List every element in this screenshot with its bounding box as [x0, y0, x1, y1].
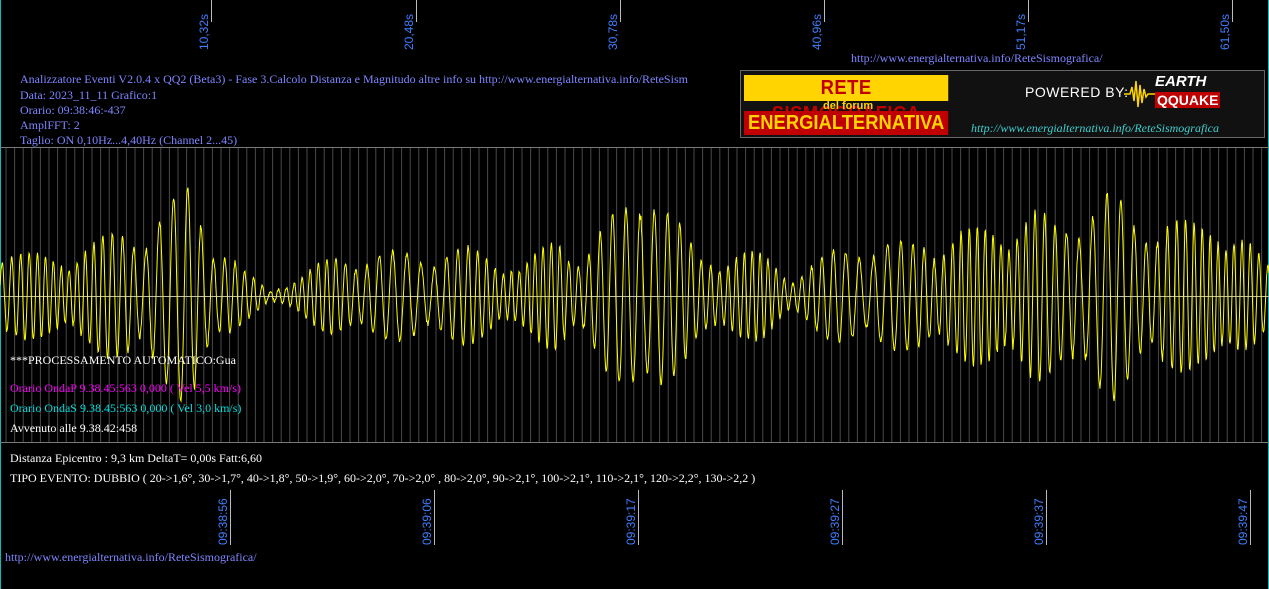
seismograph-icon [1124, 80, 1158, 108]
info-filter: Taglio: ON 0,10Hz...4,40Hz (Channel 2...… [20, 133, 238, 147]
bottom-axis-tick-label: 09:39:17 [624, 498, 638, 545]
bottom-axis-tick-label: 09:38:56 [216, 498, 230, 545]
bottom-axis [230, 490, 1251, 545]
bottom-axis-tick-label: 09:39:06 [420, 498, 434, 545]
top-axis-tick-label: 30,78s [606, 13, 620, 50]
processing-status: ***PROCESSAMENTO AUTOMATICO:Gua [10, 353, 236, 367]
logo-earth: EARTH [1155, 73, 1207, 90]
top-axis-tick-label: 61,50s [1218, 13, 1232, 50]
top-axis-tick-label: 10,32s [197, 13, 211, 50]
wave-s-time: Orario OndaS 9.38.45:563 0,000 ( Vel 3,0… [10, 401, 242, 415]
top-axis-tick-label: 20,48s [402, 13, 416, 50]
logo-url: http://www.energialternativa.info/ReteSi… [971, 121, 1219, 135]
logo-quake: QQUAKE [1155, 92, 1221, 108]
logo-name: ENERGIALTERNATIVA [744, 111, 949, 135]
seismogram-plot [0, 147, 1269, 443]
wave-p-time: Orario OndaP 9.38.45:563 0,000 ( Vel 5,5… [10, 381, 241, 395]
logo-title: RETE SISMOGRAFICA [744, 75, 949, 125]
logo-powered-by: POWERED BY: [1025, 84, 1129, 100]
info-time: Orario: 09:38:46:-437 [20, 103, 126, 117]
bottom-axis-tick-label: 09:39:37 [1032, 498, 1046, 545]
epicenter-distance: Distanza Epicentro : 9,3 km DeltaT= 0,00… [10, 451, 263, 465]
bottom-axis-tick-label: 09:39:27 [828, 498, 842, 545]
bottom-axis-tick-label: 09:39:47 [1236, 498, 1250, 545]
logo-subtitle: del forum [823, 100, 874, 112]
event-time: Avvenuto alle 9.38.42:458 [10, 421, 138, 435]
top-axis-tick-label: 51,17s [1014, 13, 1028, 50]
top-url[interactable]: http://www.energialternativa.info/ReteSi… [851, 51, 1103, 65]
bottom-url[interactable]: http://www.energialternativa.info/ReteSi… [5, 550, 257, 564]
info-title: Analizzatore Eventi V2.0.4 x QQ2 (Beta3)… [20, 72, 688, 86]
top-axis [211, 0, 1233, 22]
rete-sismografica-logo[interactable]: RETE SISMOGRAFICA del forum ENERGIALTERN… [740, 70, 1265, 138]
event-type: TIPO EVENTO: DUBBIO ( 20->1,6°, 30->1,7°… [10, 471, 756, 485]
info-date: Data: 2023_11_11 Grafico:1 [20, 88, 158, 102]
info-amplfft: AmplFFT: 2 [20, 118, 80, 132]
top-axis-tick-label: 40,96s [810, 13, 824, 50]
vertical-grid [5, 148, 1263, 442]
seismic-trace [0, 187, 1269, 403]
